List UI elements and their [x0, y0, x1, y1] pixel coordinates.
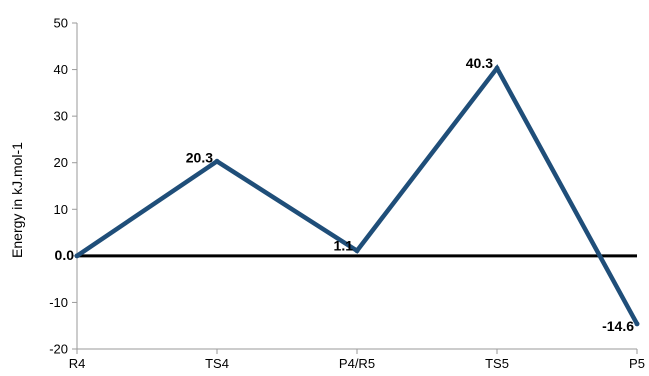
- x-tick-label: TS5: [485, 356, 509, 371]
- data-label: 1.1: [334, 238, 354, 254]
- data-point: [634, 321, 640, 327]
- data-point: [354, 248, 360, 254]
- data-point: [494, 65, 500, 71]
- y-tick-label: 10: [54, 202, 68, 217]
- data-point: [214, 158, 220, 164]
- data-point: [74, 253, 80, 259]
- plot-frame: [76, 23, 637, 350]
- y-tick-label: 40: [54, 62, 68, 77]
- y-axis-ticks: -20 -10 10 20 30 40 50: [49, 16, 77, 357]
- data-label: 40.3: [466, 55, 493, 71]
- energy-line: [75, 64, 639, 325]
- y-tick-label: 50: [54, 16, 68, 31]
- series-line: [74, 64, 640, 327]
- data-labels: 0.0 20.3 1.1 40.3 -14.6: [55, 55, 635, 334]
- data-label: -14.6: [602, 318, 634, 334]
- data-label: 20.3: [186, 149, 213, 165]
- y-axis-label: Energy in kJ.mol-1: [9, 142, 25, 258]
- x-tick-label: P4/R5: [339, 356, 375, 371]
- x-tick-label: R4: [69, 356, 86, 371]
- x-tick-label: TS4: [205, 356, 229, 371]
- data-label: 0.0: [55, 247, 75, 263]
- y-tick-label: -10: [49, 295, 68, 310]
- x-axis-ticks: R4 TS4 P4/R5 TS5 P5: [69, 349, 645, 371]
- y-tick-label: 20: [54, 155, 68, 170]
- y-tick-label: -20: [49, 342, 68, 357]
- x-tick-label: P5: [629, 356, 645, 371]
- y-tick-label: 30: [54, 109, 68, 124]
